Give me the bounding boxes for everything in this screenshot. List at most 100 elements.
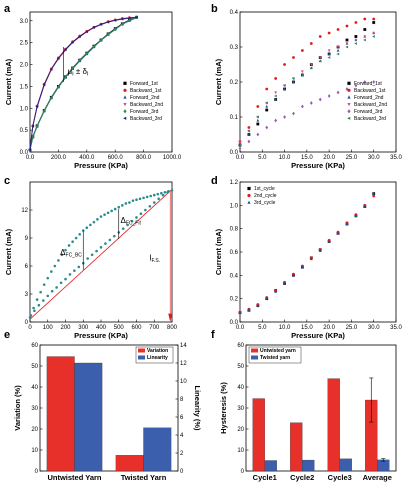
data-point [336, 28, 340, 31]
data-point [354, 83, 358, 88]
data-point [372, 194, 376, 198]
legend-label: 3rd_cycle [254, 200, 276, 206]
x-tick-label: 0.0 [236, 325, 245, 331]
series-line [29, 17, 137, 150]
data-point [90, 253, 94, 257]
data-point [292, 273, 295, 277]
data-point [99, 22, 103, 26]
y-tick-label: 0.2 [230, 297, 239, 303]
legend-marker [247, 186, 251, 191]
legend-label: Forward_1st [354, 81, 382, 87]
data-point [274, 91, 278, 95]
x-tick-label: 700 [149, 325, 160, 331]
panel-letter-a: a [4, 3, 11, 15]
data-point [354, 21, 358, 24]
x-tick-label: 800.0 [136, 155, 152, 161]
data-point [318, 59, 322, 63]
x-tick-label: 15.0 [301, 155, 313, 161]
data-point [55, 286, 58, 289]
data-point [301, 265, 304, 269]
data-point [247, 308, 251, 312]
data-point [42, 83, 46, 87]
series-1st_cycle [238, 192, 376, 315]
x-tick-label: 300 [78, 325, 89, 331]
y-tick-label: 10 [237, 448, 244, 454]
legend-label: Backward_3rd [130, 116, 162, 122]
data-point [135, 198, 138, 202]
data-point [336, 52, 340, 56]
data-point [363, 38, 366, 42]
data-point [318, 56, 322, 60]
data-point [92, 25, 96, 29]
annotation-part: Δ [121, 216, 127, 225]
series-data [28, 189, 174, 319]
data-point [161, 193, 165, 197]
data-point [300, 73, 304, 77]
plot-frame [29, 181, 173, 323]
category-label: Twisted Yarn [121, 473, 167, 482]
y-tick-label: 30 [237, 406, 244, 412]
legend-marker [347, 116, 351, 120]
category-label: Cycle1 [253, 473, 277, 482]
y2-tick-label: 2 [180, 451, 184, 457]
data-point [120, 17, 124, 21]
data-point [124, 202, 128, 205]
annotation-part: Δ [60, 248, 66, 257]
y-tick-label: 20 [237, 427, 244, 433]
data-point [238, 140, 242, 144]
data-point [31, 135, 35, 139]
data-point [372, 191, 376, 195]
y-tick-label: 50 [31, 364, 38, 370]
data-point [238, 146, 242, 151]
x-tick-label: 1000.0 [163, 155, 182, 161]
data-point [318, 97, 322, 102]
legend-marker [123, 95, 127, 99]
legend-label: Forward_3rd [130, 109, 159, 115]
legend-label: Forward_2nd [130, 95, 160, 101]
bar [339, 458, 352, 472]
x-tick-label: 35.0 [390, 325, 402, 331]
chart-panel-c: 0 100 200 300 400 500 600 700 800 0 3 6 9 12 Pressure … [4, 181, 178, 340]
legend-label: 1st_cycle [254, 186, 275, 192]
bar [46, 356, 75, 472]
legend-label: Backward_1st [130, 88, 162, 94]
bar [143, 427, 172, 472]
y-tick-label: 1.5 [20, 84, 29, 90]
legend-marker [347, 88, 351, 92]
y-tick-label: 0.2 [230, 80, 239, 86]
data-point [64, 277, 67, 281]
data-point [282, 84, 286, 87]
data-point [145, 195, 149, 199]
data-point [274, 97, 278, 101]
x-tick-label: 400.0 [79, 155, 95, 161]
data-point [139, 212, 143, 216]
arrow-head [168, 313, 173, 322]
data-point [363, 28, 367, 31]
data-point [318, 35, 322, 38]
data-point [283, 115, 286, 119]
data-point [327, 49, 331, 53]
data-point [128, 18, 131, 23]
data-point [142, 196, 145, 200]
annotation-part: I [72, 72, 74, 78]
legend-label: 2nd_cycle [254, 193, 277, 199]
data-point [103, 213, 106, 216]
y-tick-label: 0.0 [20, 150, 29, 156]
data-point [57, 259, 60, 262]
data-point [71, 66, 74, 71]
data-point [53, 264, 57, 268]
y-tick-label: 0.5 [20, 128, 29, 134]
y-tick-label: 0 [241, 469, 245, 475]
y-tick-label: 0.6 [230, 250, 239, 256]
panel-letter-f: f [211, 329, 215, 341]
panel-letter-e: e [4, 329, 10, 341]
data-point [138, 197, 142, 201]
legend-marker [247, 200, 251, 204]
data-point [238, 143, 242, 147]
y2-tick-label: 12 [180, 361, 187, 367]
data-point [106, 32, 110, 37]
data-point [283, 281, 286, 285]
legend-marker [247, 193, 251, 198]
x-tick-label: 20.0 [323, 155, 335, 161]
chart-panel-d: 0.0 5.0 10.0 15.0 20.0 25.0 30.0 35.0 0.0 0.2 0.4 0… [214, 180, 402, 340]
